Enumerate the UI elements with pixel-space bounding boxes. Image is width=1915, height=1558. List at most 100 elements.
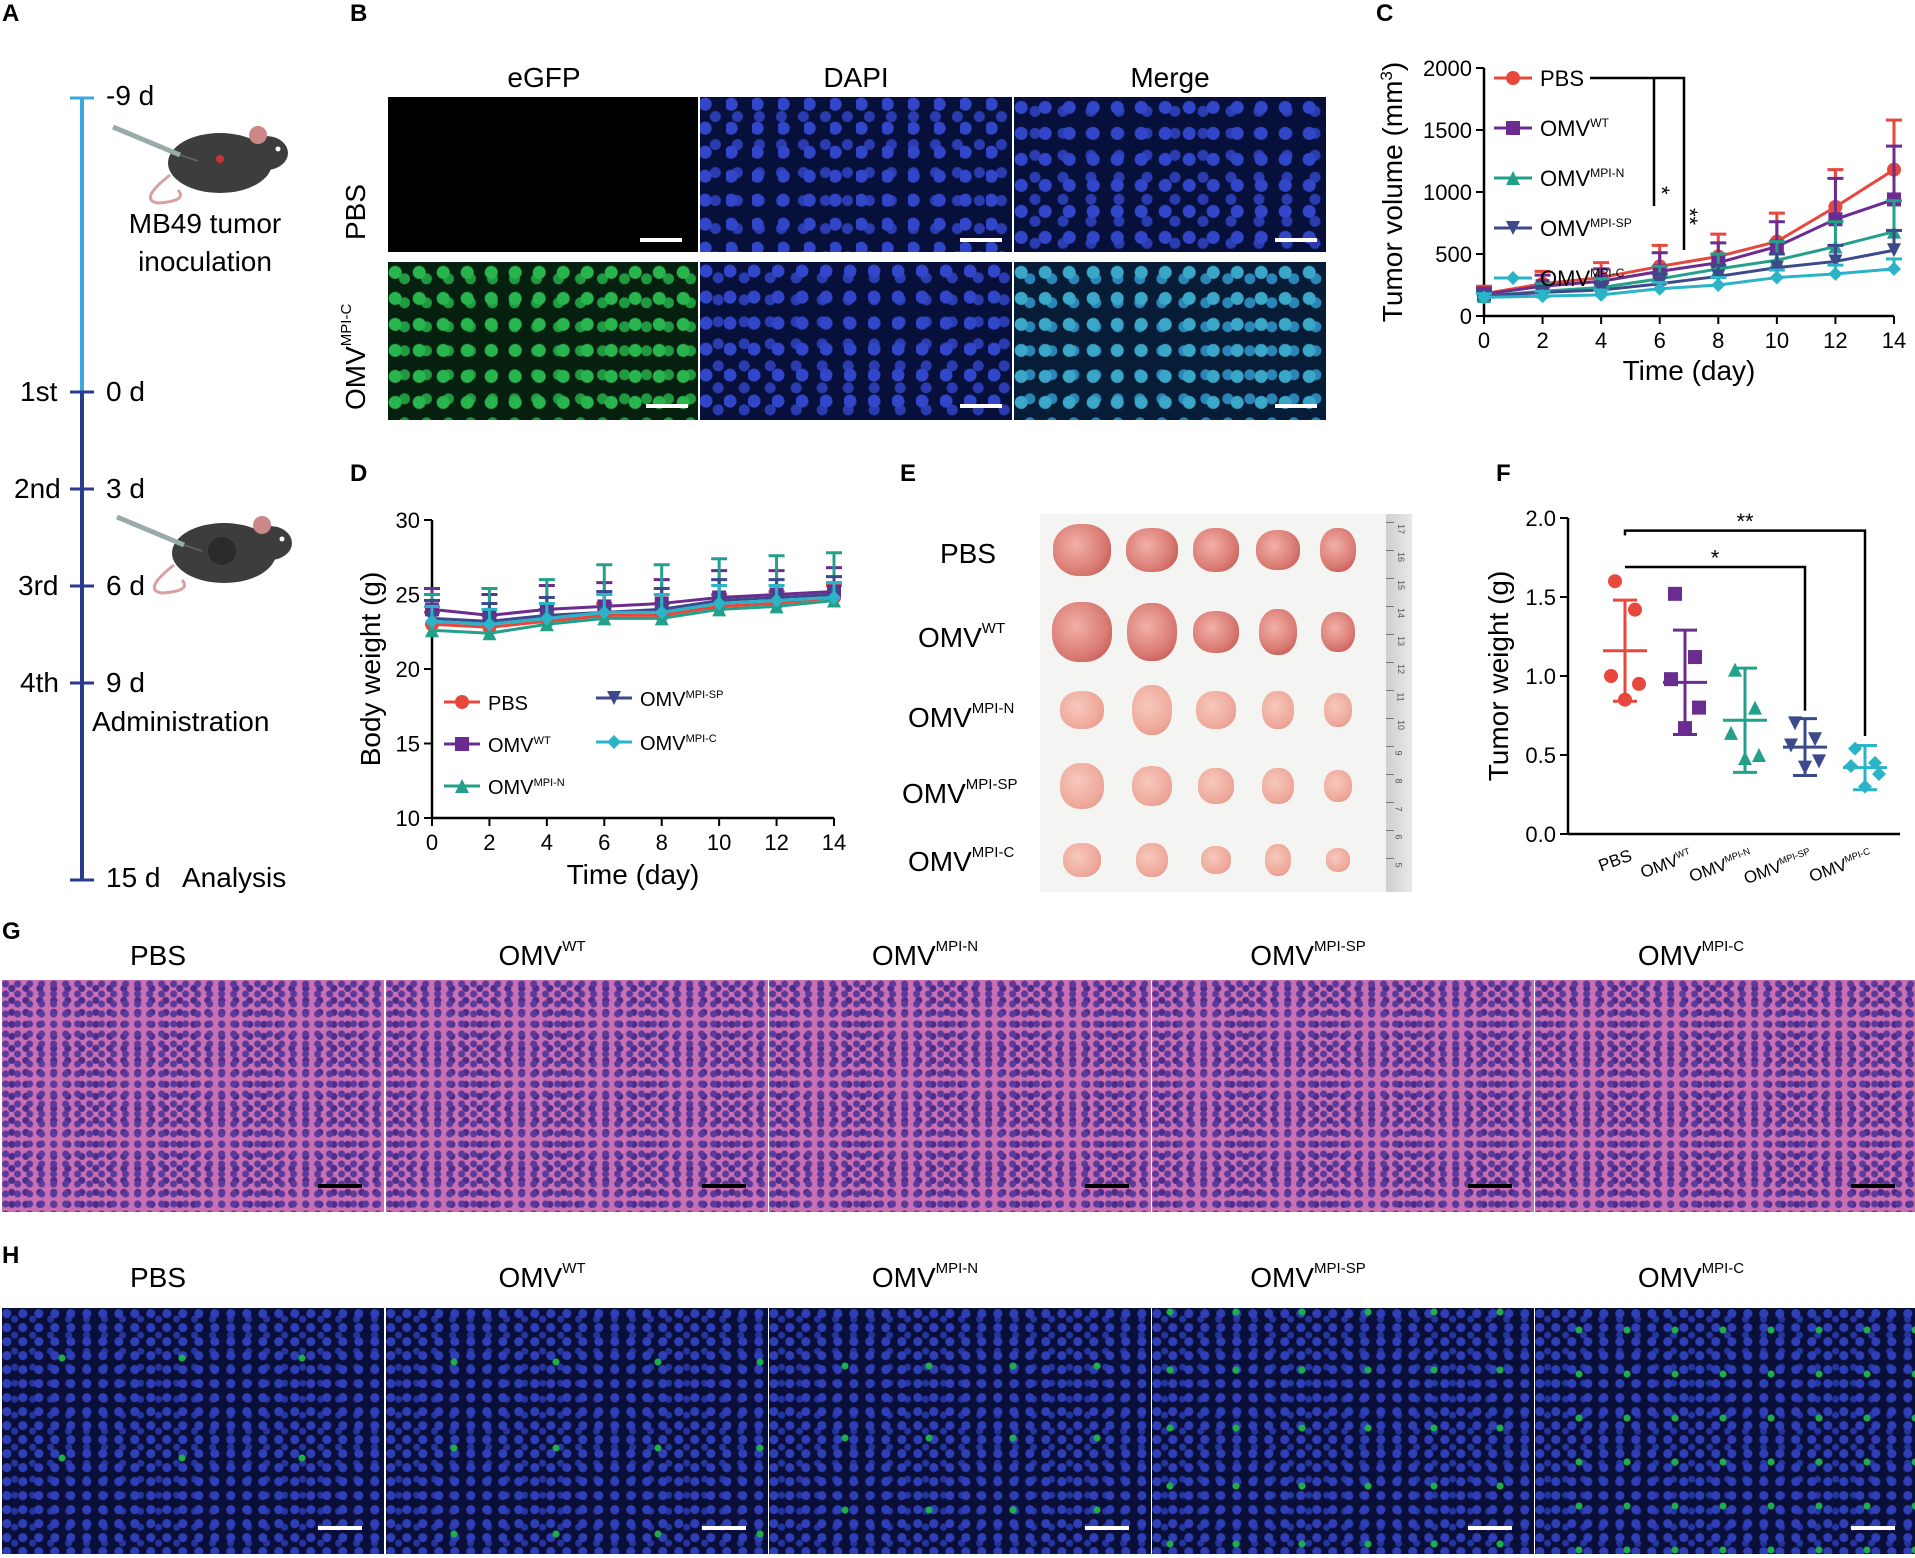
micrograph-tile [386, 980, 768, 1212]
data-point [597, 605, 612, 620]
ruler-tick [1386, 550, 1394, 551]
tumor-sample [1136, 843, 1168, 877]
legend-marker [455, 695, 469, 709]
micrograph-pbs-dapi [700, 97, 1012, 252]
ruler-number: 14 [1396, 607, 1407, 619]
body-weight-chart: 10 15 20 25 30 0 2 4 6 8 10 12 14 Time (day) Body weig… [355, 508, 846, 890]
scale-bar [1085, 1526, 1129, 1530]
micrograph-omv-egfp [388, 262, 698, 420]
ruler-number: 6 [1393, 834, 1404, 840]
micrograph-pbs-merge [1014, 97, 1326, 252]
series-line [1483, 267, 1895, 299]
ruler-tick [1386, 578, 1394, 579]
data-point [1844, 759, 1858, 774]
y-tick-label: 2000 [1423, 56, 1472, 81]
tumor-sample [1060, 691, 1104, 729]
y-axis-label: Body weight (g) [355, 572, 386, 767]
ruler-tick [1386, 830, 1394, 831]
micrograph-tile [1535, 980, 1915, 1212]
x-axis-label: Time (day) [1623, 355, 1756, 386]
micrograph-tile [386, 1308, 768, 1554]
series-line [1483, 248, 1895, 298]
panel-label-b: B [350, 0, 368, 27]
data-point [1668, 586, 1682, 601]
scale-bar [1468, 1184, 1512, 1188]
ruler-number: 13 [1396, 635, 1407, 647]
x-tick-label: 12 [764, 830, 788, 855]
ruler-number: 9 [1393, 750, 1404, 756]
data-point [1769, 270, 1784, 285]
legend-marker [455, 779, 469, 793]
x-tick-label: 8 [1712, 328, 1724, 353]
image-column-title: OMVMPI-SP [1250, 938, 1366, 971]
x-tick-label: 6 [598, 830, 610, 855]
y-axis-label: Tumor volume (mm3) [1377, 62, 1408, 322]
y-tick-label: 30 [396, 508, 420, 533]
photo-row-label: PBS [940, 538, 997, 569]
x-category-label: PBS [1596, 846, 1634, 875]
ruler-tick [1386, 690, 1394, 691]
y-tick-label: 1500 [1423, 118, 1472, 143]
legend-label: OMVMPI-N [1540, 166, 1624, 191]
photo-row-label: OMVMPI-SP [902, 776, 1018, 809]
image-column-title: PBS [129, 1262, 187, 1293]
tumor-sample [1193, 611, 1239, 653]
legend-label: OMVWT [1540, 116, 1610, 141]
data-point [1752, 748, 1766, 762]
panel-label-e: E [900, 460, 917, 487]
legend-label: OMVMPI-SP [1540, 216, 1632, 241]
x-tick-label: 4 [1595, 328, 1607, 353]
legend-marker [607, 691, 621, 705]
tumor-volume-chart: 0 500 1000 1500 2000 0 2 4 6 8 10 12 14 Time (day) Tum… [1377, 56, 1906, 386]
image-column-title: OMVMPI-C [1637, 1260, 1745, 1293]
x-tick-label: 14 [1882, 328, 1906, 353]
data-point [1632, 676, 1646, 691]
data-point [1711, 278, 1726, 292]
ruler-tick [1386, 606, 1394, 607]
y-tick-label: 0.0 [1525, 822, 1556, 847]
panel-label-g: G [2, 918, 21, 945]
y-tick-label: 2.0 [1525, 506, 1556, 531]
scale-bar [640, 238, 682, 242]
x-tick-label: 2 [1536, 328, 1548, 353]
y-tick-label: 0.5 [1525, 743, 1556, 768]
data-point [1692, 700, 1706, 715]
data-point [1848, 741, 1862, 756]
ruler-number: 5 [1393, 862, 1404, 868]
panel-label-f: F [1496, 460, 1511, 487]
data-point [1748, 700, 1762, 715]
inoculation-line2: inoculation [138, 246, 272, 277]
legend-label: OMVMPI-N [488, 777, 565, 799]
data-point [1868, 755, 1882, 770]
ruler-tick [1386, 662, 1394, 663]
x-tick-label: 10 [707, 830, 731, 855]
significance-star: * [1711, 545, 1720, 570]
scale-bar [318, 1526, 362, 1530]
tumor-weight-chart: 0.0 0.5 1.0 1.5 2.0 Tumor weight (g) PBS OMVWT O… [1483, 506, 1900, 888]
series-line [431, 595, 835, 626]
ruler-tick [1386, 858, 1394, 859]
mouse-injection-illustration [112, 124, 288, 205]
photo-row-label: OMVMPI-C [908, 844, 1015, 877]
data-point [1724, 725, 1738, 740]
dose-day: 9 d [106, 667, 145, 698]
data-point [654, 605, 669, 620]
image-column-title: OMVWT [498, 938, 586, 971]
tumor-sample [1198, 768, 1234, 804]
series-line [431, 595, 835, 629]
dose-ordinal: 2nd [14, 473, 61, 504]
legend-label: OMVMPI-C [1540, 266, 1625, 291]
row-label-base: OMV [340, 346, 371, 410]
data-point [425, 614, 439, 629]
tumor-sample [1193, 528, 1239, 572]
ruler-tick [1386, 718, 1394, 719]
scale-bar [1275, 404, 1317, 408]
tumor-sample [1060, 763, 1104, 809]
micrograph-omv-merge [1014, 262, 1326, 420]
micrograph-tile [1152, 1308, 1534, 1554]
data-point [1788, 716, 1802, 731]
panel-label-c: C [1376, 0, 1394, 27]
data-point [1887, 261, 1901, 276]
ruler-tick [1386, 802, 1394, 803]
data-point [1678, 721, 1692, 736]
